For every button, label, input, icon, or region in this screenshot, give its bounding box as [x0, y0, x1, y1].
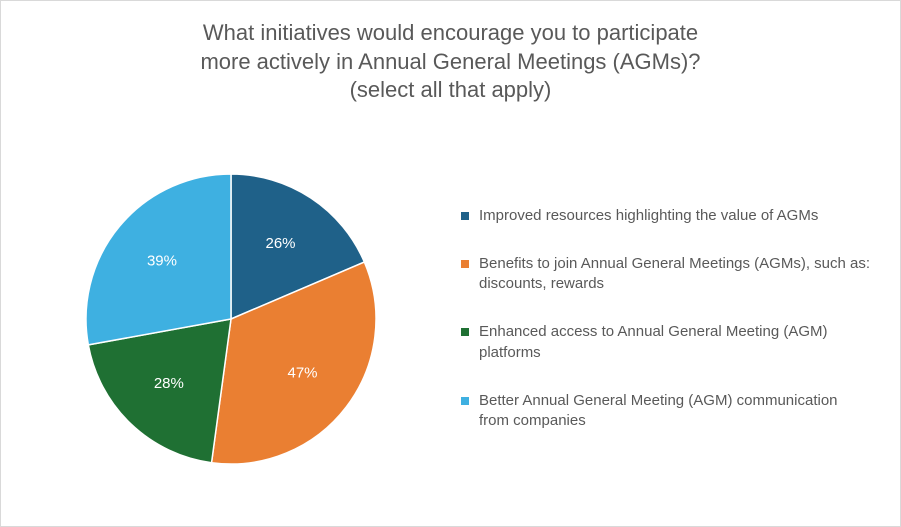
legend-item-benefits_join: Benefits to join Annual General Meetings…	[461, 254, 871, 295]
chart-frame: What initiatives would encourage you to …	[0, 0, 901, 527]
legend-label-better_communication: Better Annual General Meeting (AGM) comm…	[479, 391, 871, 432]
legend-swatch-better_communication	[461, 397, 469, 405]
chart-title: What initiatives would encourage you to …	[1, 1, 900, 105]
legend-swatch-benefits_join	[461, 260, 469, 268]
legend-label-enhanced_access: Enhanced access to Annual General Meetin…	[479, 322, 871, 363]
legend: Improved resources highlighting the valu…	[461, 178, 901, 460]
title-line-2: more actively in Annual General Meetings…	[200, 49, 700, 74]
pie-container: 26% 47% 28% 39%	[1, 131, 461, 506]
legend-item-enhanced_access: Enhanced access to Annual General Meetin…	[461, 322, 871, 363]
chart-body: 26% 47% 28% 39% Improved resources highligh…	[1, 131, 900, 506]
pie-label-benefits_join: 47%	[288, 364, 318, 381]
legend-swatch-improved_resources	[461, 212, 469, 220]
title-line-1: What initiatives would encourage you to …	[203, 20, 698, 45]
legend-label-benefits_join: Benefits to join Annual General Meetings…	[479, 254, 871, 295]
pie-label-better_communication: 39%	[147, 252, 177, 269]
pie-label-enhanced_access: 28%	[154, 374, 184, 391]
pie-label-improved_resources: 26%	[266, 234, 296, 251]
title-line-3: (select all that apply)	[350, 77, 552, 102]
legend-item-better_communication: Better Annual General Meeting (AGM) comm…	[461, 391, 871, 432]
pie-chart: 26% 47% 28% 39%	[1, 139, 461, 499]
legend-item-improved_resources: Improved resources highlighting the valu…	[461, 206, 871, 226]
legend-label-improved_resources: Improved resources highlighting the valu…	[479, 206, 818, 226]
legend-swatch-enhanced_access	[461, 328, 469, 336]
